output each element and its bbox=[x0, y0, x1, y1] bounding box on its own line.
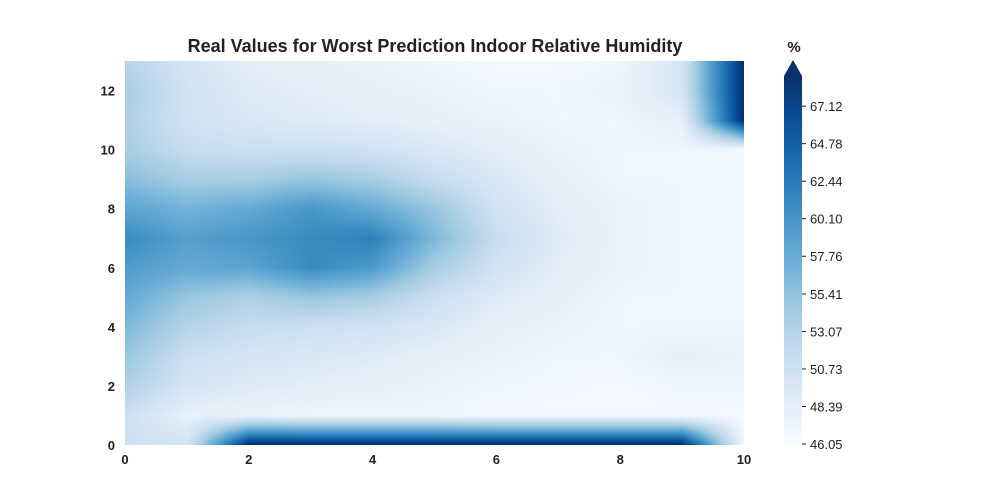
x-tick-label: 8 bbox=[617, 452, 624, 467]
y-tick-label: 0 bbox=[108, 438, 115, 453]
colorbar-tick-label: 57.76 bbox=[810, 249, 843, 264]
colorbar-gradient bbox=[784, 76, 802, 444]
x-tick-label: 0 bbox=[121, 452, 128, 467]
x-tick-label: 10 bbox=[737, 452, 751, 467]
heatmap-plot-area bbox=[125, 61, 744, 445]
colorbar-tick-label: 46.05 bbox=[810, 437, 843, 452]
x-tick-label: 2 bbox=[245, 452, 252, 467]
colorbar: % 46.05 48.39 50.73 53.07 55.41 57.76 60.10 62.… bbox=[784, 39, 843, 452]
y-tick-label: 10 bbox=[101, 143, 115, 158]
x-tick-label: 4 bbox=[369, 452, 377, 467]
y-tick-label: 8 bbox=[108, 202, 115, 217]
heatmap-surface bbox=[125, 61, 744, 445]
y-tick-label: 2 bbox=[108, 379, 115, 394]
x-tick-label: 6 bbox=[493, 452, 500, 467]
y-tick-label: 12 bbox=[101, 84, 115, 99]
colorbar-unit-label: % bbox=[787, 39, 800, 56]
colorbar-tick-label: 50.73 bbox=[810, 362, 843, 377]
chart-title: Real Values for Worst Prediction Indoor … bbox=[188, 36, 683, 56]
x-axis: 0 2 4 6 8 10 bbox=[121, 452, 751, 467]
colorbar-tick-label: 60.10 bbox=[810, 212, 843, 227]
colorbar-extend-arrow bbox=[784, 60, 802, 76]
y-tick-label: 6 bbox=[108, 261, 115, 276]
colorbar-tick-label: 64.78 bbox=[810, 137, 843, 152]
colorbar-tick-label: 62.44 bbox=[810, 174, 843, 189]
y-tick-label: 4 bbox=[108, 320, 116, 335]
colorbar-tick-label: 48.39 bbox=[810, 399, 843, 414]
colorbar-tick-label: 67.12 bbox=[810, 99, 843, 114]
colorbar-tick-label: 53.07 bbox=[810, 324, 843, 339]
colorbar-tick-label: 55.41 bbox=[810, 287, 843, 302]
y-axis: 0 2 4 6 8 10 12 bbox=[101, 84, 116, 453]
